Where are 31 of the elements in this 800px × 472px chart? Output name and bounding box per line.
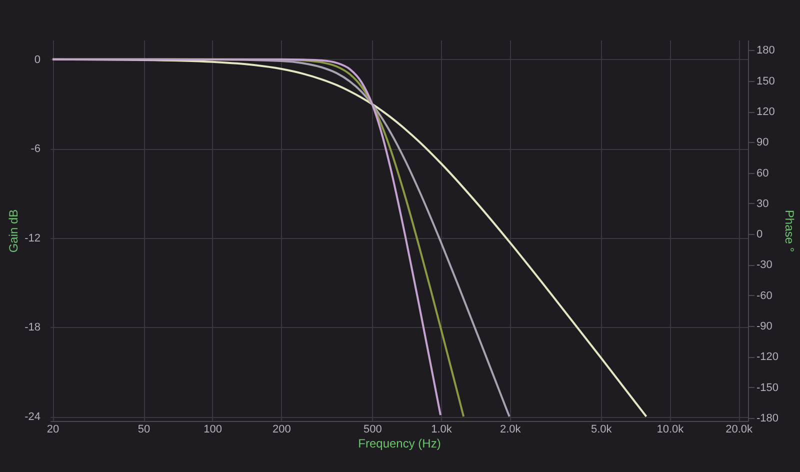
y-tick-label: 0 [34,54,40,66]
y2-tick-label: -60 [756,290,772,302]
y-tick-label: -24 [24,411,40,424]
x-tick-label: 20 [46,424,60,436]
y-tick-label: -12 [24,232,40,244]
y2-tick-label: -120 [756,351,779,364]
y-tick-label: -6 [30,143,40,156]
y2-tick-label: 0 [756,228,763,241]
x-tick-label: 5.0k [590,424,612,436]
y2-tick-label: -90 [756,320,772,333]
y2-tick-label: 120 [756,106,775,118]
y2-tick-label: 150 [756,75,775,88]
y2-axis-title: Phase ° [782,210,797,252]
y-axis-title: Gain dB [6,209,21,253]
y2-tick-label: 30 [756,198,769,210]
y2-tick-label: -180 [756,412,779,424]
x-tick-label: 50 [138,424,150,436]
x-tick-label: 2.0k [500,424,522,436]
x-tick-label: 10.0k [656,424,684,436]
x-tick-label: 20.0k [726,424,753,436]
y2-tick-label: 180 [756,44,775,57]
x-axis-title: Frequency (Hz) [358,436,441,450]
y-tick-label: -18 [24,322,40,334]
x-tick-label: 500 [364,424,382,436]
y2-tick-label: 90 [756,136,769,149]
x-tick-label: 1.0k [431,424,452,436]
y2-tick-label: -30 [756,259,772,272]
y2-tick-label: 60 [756,167,769,180]
y2-tick-label: -150 [756,382,779,394]
x-tick-label: 200 [272,424,291,436]
x-tick-label: 100 [204,424,222,436]
